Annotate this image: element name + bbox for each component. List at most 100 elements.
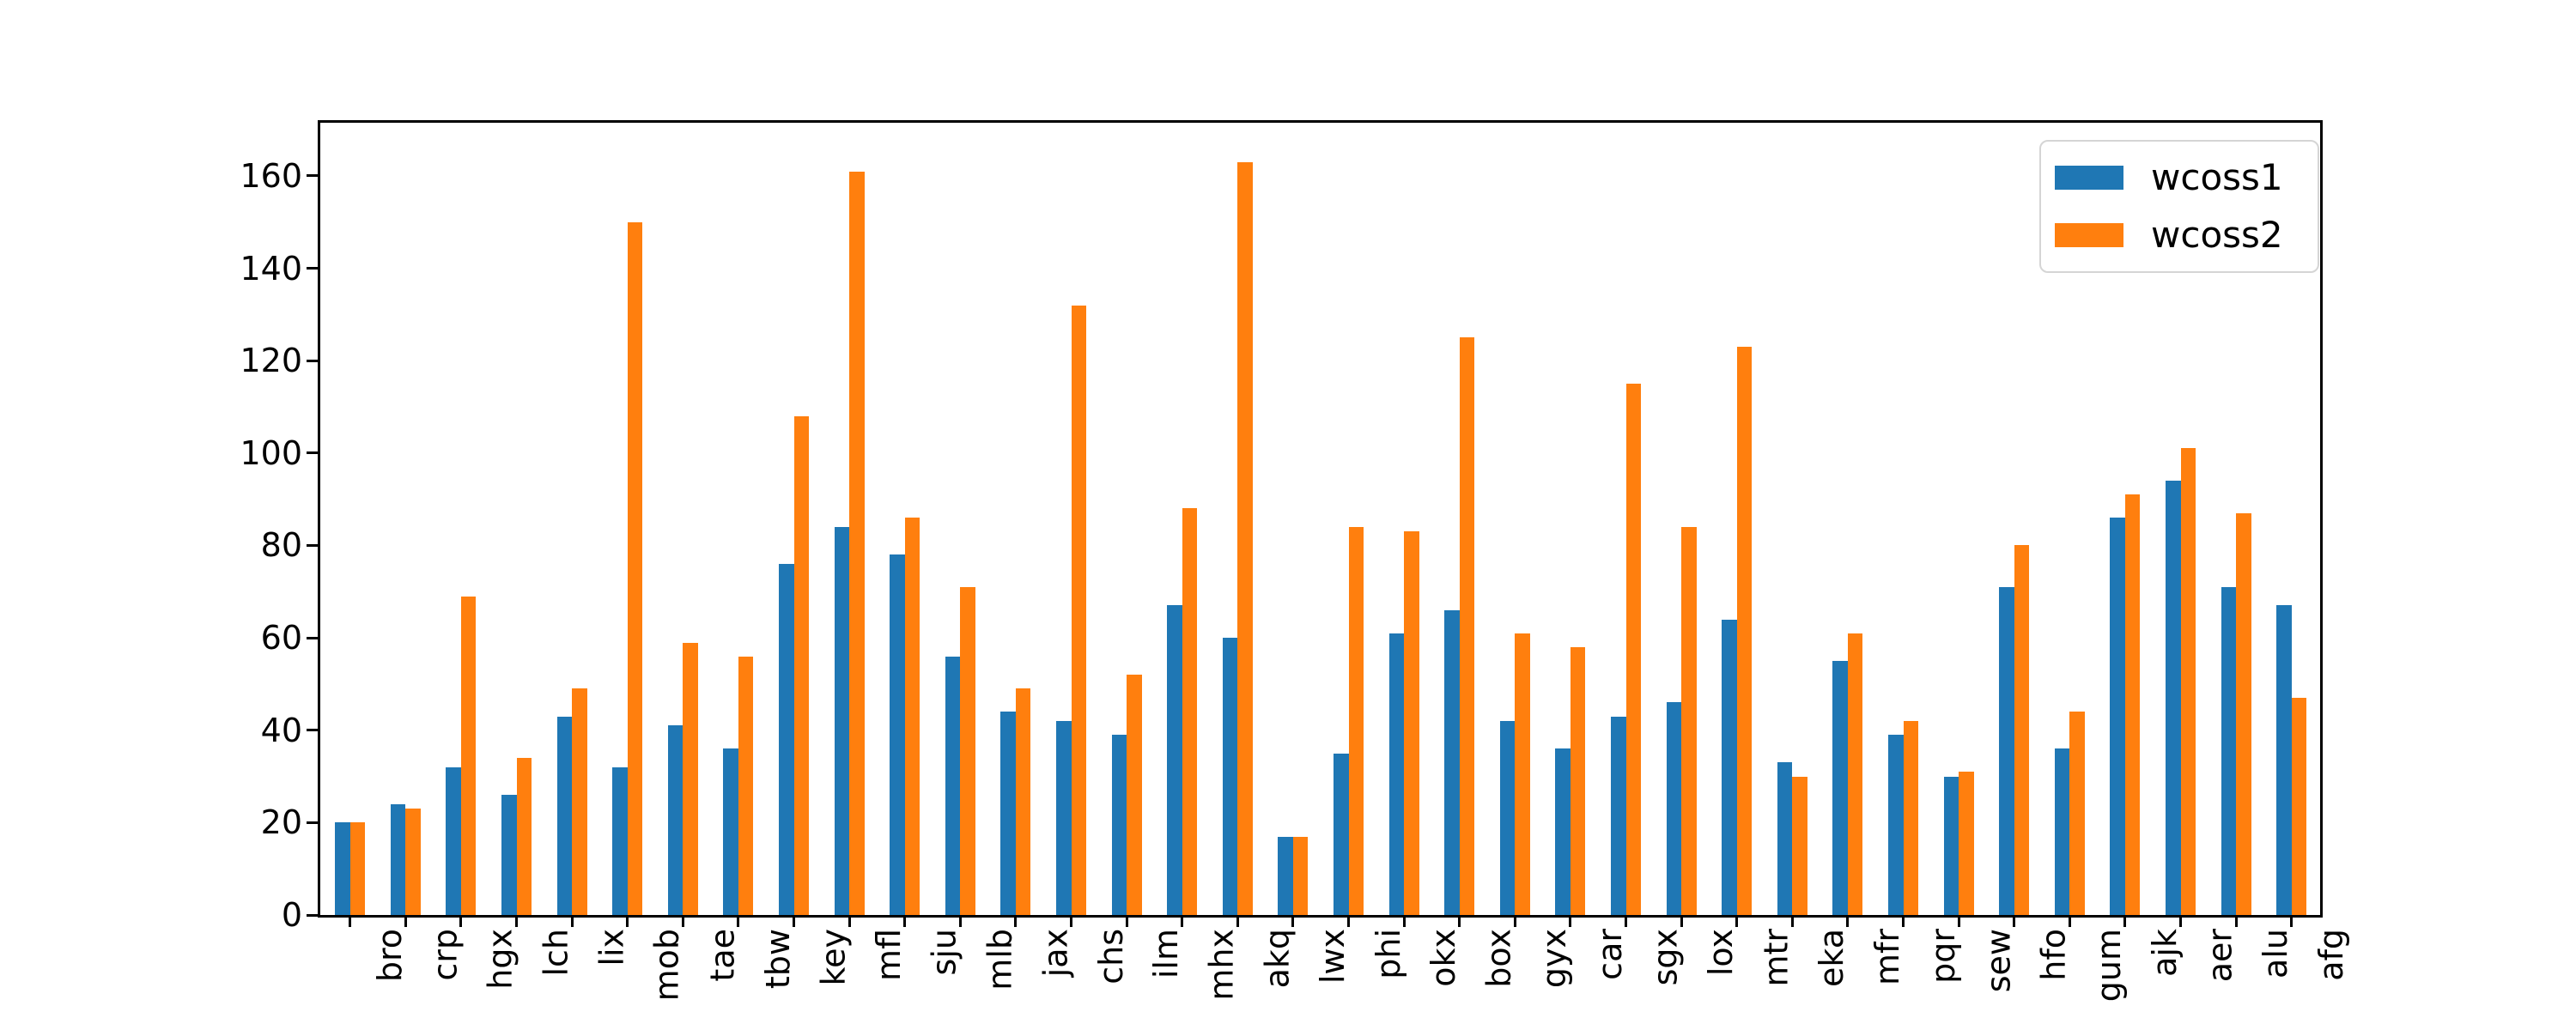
x-tick-label: eka	[1813, 929, 1851, 988]
x-tick-label: okx	[1425, 929, 1463, 987]
x-tick-label: lix	[592, 929, 631, 966]
x-tick	[570, 918, 574, 927]
x-tick	[793, 918, 795, 927]
y-tick	[307, 267, 318, 270]
bar-wcoss1-sgx	[1611, 716, 1626, 915]
x-tick-label: bro	[370, 929, 409, 983]
y-tick-label: 80	[260, 526, 302, 565]
bar-wcoss1-tbw	[723, 748, 738, 915]
bar-wcoss2-eka	[1792, 776, 1807, 915]
x-tick-label: afg	[2312, 929, 2350, 981]
bar-wcoss1-lch	[501, 795, 517, 915]
bar-wcoss1-aer	[2166, 481, 2181, 915]
bar-wcoss2-hfo	[2014, 545, 2030, 915]
bar-wcoss1-ilm	[1111, 735, 1127, 915]
y-tick-label: 140	[240, 249, 302, 288]
bar-wcoss2-lox	[1681, 526, 1697, 915]
bar-wcoss2-mtr	[1736, 347, 1753, 915]
x-tick	[903, 918, 907, 927]
x-tick-label: crp	[426, 929, 465, 981]
bar-wcoss1-mlb	[945, 656, 961, 915]
x-tick-label: box	[1479, 929, 1518, 988]
bar-wcoss1-crp	[390, 803, 406, 915]
bar-wcoss1-gyx	[1499, 721, 1516, 915]
x-tick	[1181, 918, 1184, 927]
x-tick	[1902, 918, 1905, 927]
x-tick	[2013, 918, 2016, 927]
x-tick	[1680, 918, 1683, 927]
y-tick	[307, 636, 318, 639]
bar-wcoss2-mlb	[960, 586, 975, 915]
bar-wcoss1-okx	[1388, 633, 1405, 915]
bar-wcoss1-jax	[1000, 712, 1016, 915]
bar-wcoss2-ilm	[1127, 675, 1142, 915]
x-tick	[848, 918, 851, 927]
legend-swatch-wcoss1	[2055, 166, 2123, 191]
legend-item-wcoss1: wcoss1	[2055, 155, 2283, 201]
x-tick	[515, 918, 518, 927]
bar-wcoss2-phi	[1348, 526, 1364, 915]
x-tick-label: key	[814, 929, 853, 986]
x-tick-label: lwx	[1313, 929, 1352, 985]
x-tick	[626, 918, 629, 927]
x-tick	[1569, 918, 1572, 927]
x-tick	[1957, 918, 1960, 927]
y-tick	[307, 359, 318, 362]
bar-wcoss2-tae	[683, 642, 698, 915]
legend-swatch-wcoss2	[2055, 222, 2123, 247]
x-tick	[1846, 918, 1850, 927]
bar-wcoss1-phi	[1334, 753, 1349, 915]
bar-wcoss2-box	[1459, 337, 1475, 915]
x-tick-label: ajk	[2145, 929, 2184, 977]
x-tick-label: tbw	[758, 929, 797, 990]
y-tick-label: 120	[240, 342, 302, 380]
x-tick-label: tae	[703, 929, 742, 982]
x-tick	[2290, 918, 2293, 927]
x-tick-label: ilm	[1147, 929, 1186, 979]
x-tick	[2234, 918, 2238, 927]
bar-wcoss1-alu	[2221, 586, 2237, 915]
x-tick-label: jax	[1036, 929, 1074, 978]
legend-item-wcoss2: wcoss2	[2055, 213, 2283, 258]
x-tick-label: gyx	[1535, 929, 1574, 989]
bar-wcoss2-akq	[1237, 161, 1253, 915]
bar-wcoss1-lwx	[1278, 836, 1293, 915]
x-tick	[1402, 918, 1406, 927]
y-tick	[307, 174, 318, 178]
x-tick-label: gum	[2090, 929, 2129, 1003]
bar-wcoss1-bro	[335, 822, 350, 915]
bar-wcoss2-gum	[2069, 712, 2085, 915]
x-tick	[349, 918, 352, 927]
bar-wcoss2-mob	[627, 221, 643, 915]
bar-wcoss2-key	[793, 415, 809, 915]
x-tick-label: mfr	[1868, 929, 1906, 986]
x-tick	[1070, 918, 1072, 927]
bar-wcoss2-sgx	[1625, 384, 1641, 915]
bar-wcoss1-gum	[2054, 748, 2070, 915]
bar-wcoss2-crp	[405, 809, 421, 915]
bar-wcoss1-tae	[667, 725, 683, 915]
legend-label-wcoss1: wcoss1	[2151, 156, 2283, 198]
bar-wcoss2-ajk	[2124, 494, 2141, 915]
bar-wcoss1-box	[1444, 609, 1460, 915]
x-tick	[737, 918, 740, 927]
bar-wcoss2-aer	[2180, 448, 2196, 915]
x-tick	[681, 918, 684, 927]
y-tick-label: 0	[281, 896, 302, 934]
x-tick	[1735, 918, 1739, 927]
right-spine	[2320, 120, 2323, 918]
bar-wcoss2-bro	[349, 822, 366, 915]
bar-wcoss2-okx	[1404, 531, 1419, 915]
bar-wcoss1-eka	[1777, 762, 1793, 915]
x-tick	[1625, 918, 1627, 927]
x-tick-label: chs	[1091, 929, 1130, 985]
y-tick	[307, 451, 318, 455]
x-tick-label: hfo	[2034, 929, 2073, 981]
x-tick	[2179, 918, 2182, 927]
x-tick-label: pqr	[1923, 929, 1962, 984]
x-tick-label: aer	[2201, 929, 2239, 983]
y-tick-label: 40	[260, 711, 302, 749]
x-tick-label: alu	[2257, 929, 2295, 978]
bar-wcoss1-chs	[1056, 721, 1072, 915]
